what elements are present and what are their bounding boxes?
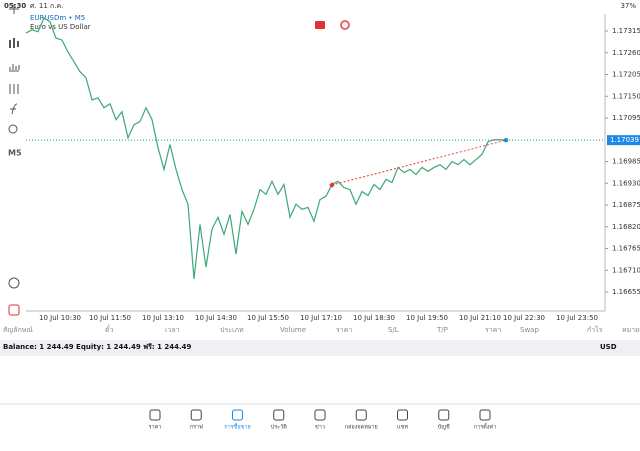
nav-icon[interactable]: [355, 409, 367, 421]
left-toolbar: [8, 4, 20, 316]
symbol-description: Euro vs US Dollar: [30, 23, 91, 31]
nav-icon[interactable]: [190, 409, 202, 421]
x-tick-label: 10 Jul 19:50: [406, 314, 448, 322]
x-tick-label: 10 Jul 15:50: [247, 314, 289, 322]
nav-label[interactable]: แชท: [397, 424, 408, 431]
column-header[interactable]: ประเภท: [220, 326, 244, 334]
y-tick-label: 1.16930: [612, 179, 640, 187]
y-tick-label: 1.16765: [612, 245, 640, 253]
nav-label[interactable]: การซื้อขาย: [224, 423, 250, 431]
status-date: ศ. 11 ก.ค.: [30, 2, 63, 10]
zoom-icon[interactable]: [8, 277, 20, 289]
y-tick-label: 1.16985: [612, 158, 640, 166]
trade-button[interactable]: [315, 21, 325, 29]
column-header[interactable]: สัญลักษณ์: [3, 326, 33, 334]
bars-icon[interactable]: [9, 64, 20, 72]
crosshair-icon[interactable]: [9, 4, 19, 14]
x-tick-label: 10 Jul 23:50: [556, 314, 598, 322]
x-tick-label: 10 Jul 13:10: [142, 314, 184, 322]
nav-icon[interactable]: [438, 409, 450, 421]
status-time: 05:30: [4, 2, 26, 10]
app-icon[interactable]: [8, 304, 20, 316]
nav-label[interactable]: ราคา: [149, 425, 162, 431]
current-price-box: [607, 135, 640, 146]
column-header[interactable]: กำไร: [587, 325, 603, 334]
y-tick-label: 1.16655: [612, 288, 640, 296]
symbol[interactable]: EURUSDm • M5: [30, 14, 85, 22]
column-header[interactable]: S/L: [388, 326, 399, 334]
balance-text: Balance: 1 244.49 Equity: 1 244.49 ฟรี: …: [3, 343, 192, 351]
column-header[interactable]: T/P: [436, 326, 448, 334]
price-line: [25, 17, 507, 280]
y-tick-label: 1.17260: [612, 49, 640, 57]
nav-icon[interactable]: [232, 409, 243, 421]
nav-icon[interactable]: [314, 409, 326, 421]
x-tick-label: 10 Jul 17:10: [300, 314, 342, 322]
indicators-icon[interactable]: [9, 84, 19, 94]
column-header[interactable]: Swap: [520, 326, 539, 334]
trade-marker: [329, 182, 335, 188]
current-price-label: 1.17039: [610, 136, 639, 144]
nav-label[interactable]: ประวัติ: [271, 424, 287, 431]
candles-icon[interactable]: [9, 38, 19, 48]
column-header[interactable]: ราคา: [485, 326, 501, 334]
nav-label[interactable]: กราฟ: [190, 424, 203, 431]
column-header[interactable]: เวลา: [165, 326, 180, 334]
column-header[interactable]: Volume: [280, 326, 306, 334]
function-icon[interactable]: [10, 103, 18, 115]
y-tick-label: 1.17315: [612, 27, 640, 35]
x-tick-label: 10 Jul 11:50: [89, 314, 131, 322]
column-header[interactable]: ตั๋ว: [105, 325, 114, 334]
x-tick-label: 10 Jul 10:30: [39, 314, 81, 322]
x-tick-label: 10 Jul 18:30: [353, 314, 395, 322]
column-header[interactable]: หมายเหตุ: [622, 326, 640, 334]
nav-label[interactable]: บัญชี: [438, 424, 450, 431]
nav-icons: [149, 409, 491, 421]
x-tick-label: 10 Jul 21:10: [459, 314, 501, 322]
y-tick-label: 1.17095: [612, 114, 640, 122]
objects-icon[interactable]: [8, 124, 18, 134]
status-battery: 37%: [620, 2, 636, 10]
nav-icon[interactable]: [149, 409, 161, 421]
trade-line: [331, 139, 507, 186]
y-tick-label: 1.16710: [612, 266, 640, 274]
last-price-dot: [503, 137, 509, 143]
y-tick-label: 1.16820: [612, 223, 640, 231]
nav-label[interactable]: ข่าว: [315, 425, 325, 431]
timeframe[interactable]: M5: [8, 149, 22, 158]
x-tick-label: 10 Jul 22:30: [503, 314, 545, 322]
nav-icon[interactable]: [273, 409, 285, 421]
balance-bar: [0, 340, 640, 356]
nav-icon[interactable]: [479, 409, 491, 421]
nav-label[interactable]: กล่องจดหมาย: [345, 425, 378, 431]
y-tick-label: 1.17150: [612, 92, 640, 100]
nav-label[interactable]: การตั้งค่า: [474, 423, 496, 431]
x-tick-label: 10 Jul 14:30: [195, 314, 237, 322]
toggle-icon[interactable]: [340, 20, 350, 30]
y-tick-label: 1.17205: [612, 71, 640, 79]
nav-icon[interactable]: [397, 409, 408, 421]
column-header[interactable]: ราคา: [336, 326, 352, 334]
balance-currency: USD: [600, 343, 617, 351]
y-tick-label: 1.16875: [612, 201, 640, 209]
